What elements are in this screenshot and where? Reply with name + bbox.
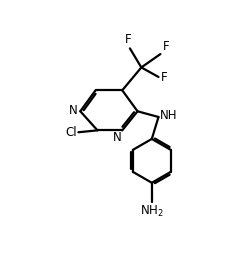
Text: NH$_2$: NH$_2$ — [140, 204, 164, 219]
Text: F: F — [161, 72, 168, 84]
Text: Cl: Cl — [65, 126, 77, 139]
Text: F: F — [125, 33, 132, 46]
Text: F: F — [163, 40, 169, 53]
Text: NH: NH — [160, 109, 178, 122]
Text: N: N — [69, 104, 77, 117]
Text: N: N — [113, 131, 121, 144]
